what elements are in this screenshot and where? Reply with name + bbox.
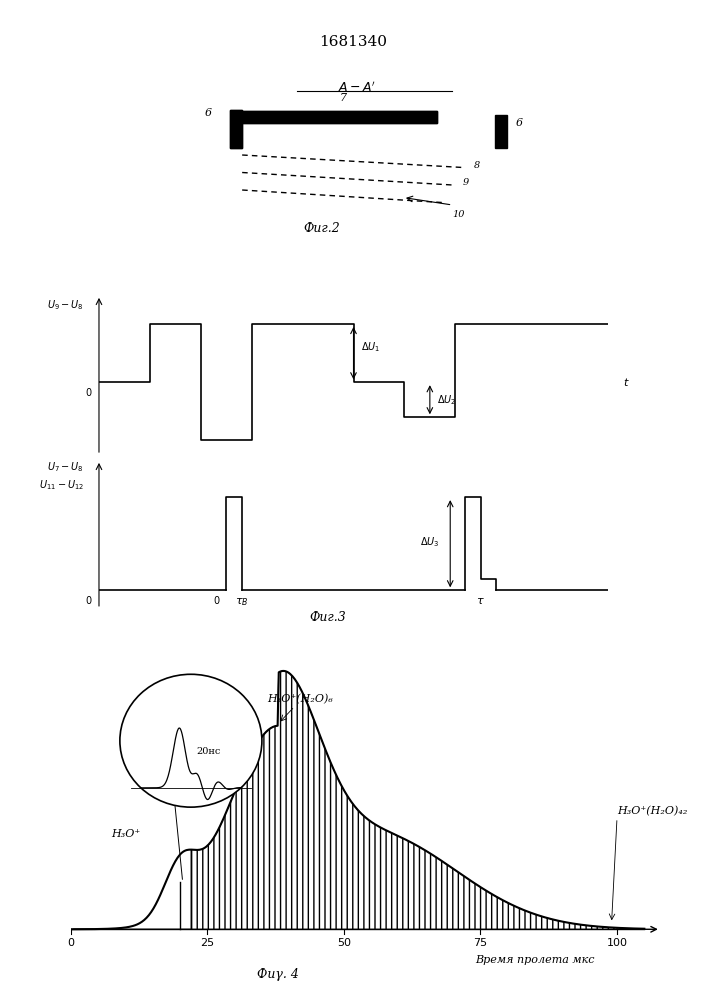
Text: $U_7-U_8$: $U_7-U_8$ <box>47 460 83 474</box>
Text: $U_{11}-U_{12}$: $U_{11}-U_{12}$ <box>39 479 83 492</box>
Text: 0: 0 <box>86 596 91 606</box>
Text: 7: 7 <box>339 93 346 103</box>
Bar <box>230 110 242 148</box>
Text: 9: 9 <box>463 178 469 187</box>
Ellipse shape <box>120 674 262 807</box>
Text: 0: 0 <box>67 938 74 948</box>
Text: 100: 100 <box>607 938 628 948</box>
Bar <box>242 111 437 123</box>
Text: Время пролета мкс: Время пролета мкс <box>475 955 595 965</box>
Text: Фиг.3: Фиг.3 <box>310 611 346 624</box>
Text: Фиγ. 4: Фиγ. 4 <box>257 968 299 981</box>
Text: 0: 0 <box>213 596 219 606</box>
Text: $t$: $t$ <box>624 376 630 388</box>
Text: 20нс: 20нс <box>197 747 221 756</box>
Text: 50: 50 <box>337 938 351 948</box>
Text: Фиг.2: Фиг.2 <box>303 223 340 235</box>
Text: 25: 25 <box>200 938 214 948</box>
Bar <box>242 111 437 123</box>
Text: H₃O⁺(H₂O)₆: H₃O⁺(H₂O)₆ <box>267 694 333 704</box>
Text: 75: 75 <box>474 938 488 948</box>
Text: $\tau$: $\tau$ <box>477 596 485 606</box>
Text: H₃O⁺: H₃O⁺ <box>111 829 140 839</box>
Bar <box>495 115 508 148</box>
Text: $A - A^{\prime}$: $A - A^{\prime}$ <box>338 80 376 95</box>
Bar <box>230 110 242 148</box>
Text: 6: 6 <box>516 118 523 128</box>
Text: 1681340: 1681340 <box>320 35 387 49</box>
Text: H₃O⁺(H₂O)₄₂: H₃O⁺(H₂O)₄₂ <box>617 806 687 817</box>
Text: $\Delta U_3$: $\Delta U_3$ <box>421 535 440 549</box>
Text: $U_9-U_8$: $U_9-U_8$ <box>47 298 83 312</box>
Text: $\Delta U_1$: $\Delta U_1$ <box>361 340 380 354</box>
Text: 10: 10 <box>452 210 465 219</box>
Text: 6: 6 <box>205 108 212 118</box>
Text: 0: 0 <box>86 388 91 398</box>
Text: $\Delta U_2$: $\Delta U_2$ <box>438 393 457 407</box>
Text: $\tau_B$: $\tau_B$ <box>235 596 248 608</box>
Text: 8: 8 <box>474 161 480 170</box>
